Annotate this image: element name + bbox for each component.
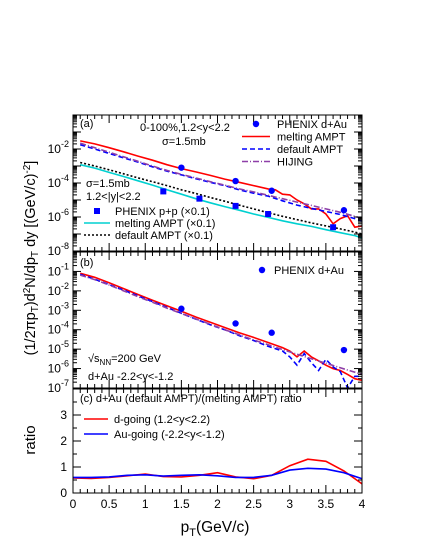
panel-1-plot xyxy=(79,272,362,388)
legend-marker xyxy=(94,208,100,214)
panel-2-plot xyxy=(73,458,362,485)
y-tick-label: 2 xyxy=(60,434,67,448)
y-tick-label: 10-2 xyxy=(48,281,69,298)
data-point-1-0 xyxy=(268,329,275,336)
x-axis-title: pT(GeV/c) xyxy=(181,519,250,539)
legend-marker xyxy=(258,266,266,274)
x-tick-label: 3 xyxy=(286,497,293,511)
frames-layer xyxy=(72,114,363,494)
legend-label: PHENIX d+Au xyxy=(274,265,344,277)
annotation: 0-100%,1.2<y<2.2 xyxy=(140,122,230,134)
legend-label: melting AMPT xyxy=(277,132,346,144)
data-point-0-1 xyxy=(330,224,337,231)
y-tick-label: 10-2 xyxy=(48,139,69,156)
x-tick-label: 4 xyxy=(359,497,366,511)
x-tick-label: 0.5 xyxy=(101,497,118,511)
panel-label: (a) xyxy=(80,118,93,130)
y-tick-label: 3 xyxy=(60,408,67,422)
y-tick-label: 10-6 xyxy=(48,359,69,376)
series-line-1-2 xyxy=(79,274,362,376)
y-tick-label: 0 xyxy=(60,486,67,500)
legend-label: default AMPT (×0.1) xyxy=(115,230,213,242)
series-line-1-0 xyxy=(79,272,362,382)
legend-label: PHENIX p+p (×0.1) xyxy=(115,206,210,218)
legend-label: melting AMPT (×0.1) xyxy=(115,218,215,230)
data-point-1-0 xyxy=(340,346,348,354)
series-line-0-4 xyxy=(80,161,362,235)
legend-label: d-going (1.2<y<2.2) xyxy=(114,414,210,426)
annotation: σ=1.5mb xyxy=(86,178,130,190)
y-axis-title: (1/2πpT)d2N/dpT dy [(GeV/c)-2] xyxy=(22,161,41,356)
y-tick-label: 10-4 xyxy=(48,173,69,190)
series-line-2-1 xyxy=(73,467,362,480)
y-tick-label: 10-8 xyxy=(48,241,69,258)
data-point-0-1 xyxy=(232,202,239,209)
panel-0-plot xyxy=(79,140,362,239)
x-tick-label: 2 xyxy=(214,497,221,511)
y-tick-label: 10-1 xyxy=(48,261,69,278)
data-point-0-0 xyxy=(232,177,239,185)
energy-label: √sNN=200 GeV xyxy=(88,353,162,367)
legend-label: default AMPT xyxy=(277,144,343,156)
data-point-0-0 xyxy=(178,164,185,171)
annotation: σ=1.5mb xyxy=(162,136,206,148)
ratio-axis-title: ratio xyxy=(22,425,39,454)
series-line-1-1 xyxy=(79,273,362,388)
y-tick-label: 10-4 xyxy=(48,320,69,337)
annotation: 1.2<|y|<2.2 xyxy=(86,191,141,203)
legend-marker xyxy=(252,120,260,128)
y-tick-label: 10-5 xyxy=(48,339,69,356)
legend-title: (c) d+Au (default AMPT)/(melting AMPT) r… xyxy=(80,393,302,405)
y-tick-label: 10-6 xyxy=(48,207,69,224)
series-line-0-1 xyxy=(79,143,362,222)
y-tick-label: 10-3 xyxy=(48,300,69,317)
series-line-2-0 xyxy=(73,458,362,485)
legend-label: Au-going (-2.2<y<-1.2) xyxy=(114,429,225,441)
data-point-1-0 xyxy=(178,305,185,312)
data-point-0-0 xyxy=(340,207,348,214)
y-tick-label: 10-7 xyxy=(48,378,69,395)
x-tick-label: 2.5 xyxy=(245,497,262,511)
x-tick-label: 0 xyxy=(70,497,77,511)
annotation: d+Au -2.2<y<-1.2 xyxy=(88,371,173,383)
series-line-0-0 xyxy=(80,140,362,229)
curves-layer xyxy=(73,140,362,485)
legend-label: HIJING xyxy=(277,157,313,169)
data-point-0-1 xyxy=(265,211,272,218)
data-point-0-1 xyxy=(160,188,167,195)
y-tick-label: 1 xyxy=(60,460,67,474)
panel-label: (b) xyxy=(80,257,93,269)
data-point-0-0 xyxy=(268,187,275,194)
series-line-0-3 xyxy=(80,163,362,239)
data-point-0-1 xyxy=(196,195,203,202)
x-tick-label: 1 xyxy=(142,497,149,511)
x-tick-label: 3.5 xyxy=(318,497,335,511)
data-point-1-0 xyxy=(232,320,239,327)
legend-label: PHENIX d+Au xyxy=(277,119,347,131)
x-tick-label: 1.5 xyxy=(173,497,190,511)
text-layer: 10-8 10-6 10-4 10-2 10-7 10-6 10-5 10-4 10-3 10-2… xyxy=(22,118,366,539)
